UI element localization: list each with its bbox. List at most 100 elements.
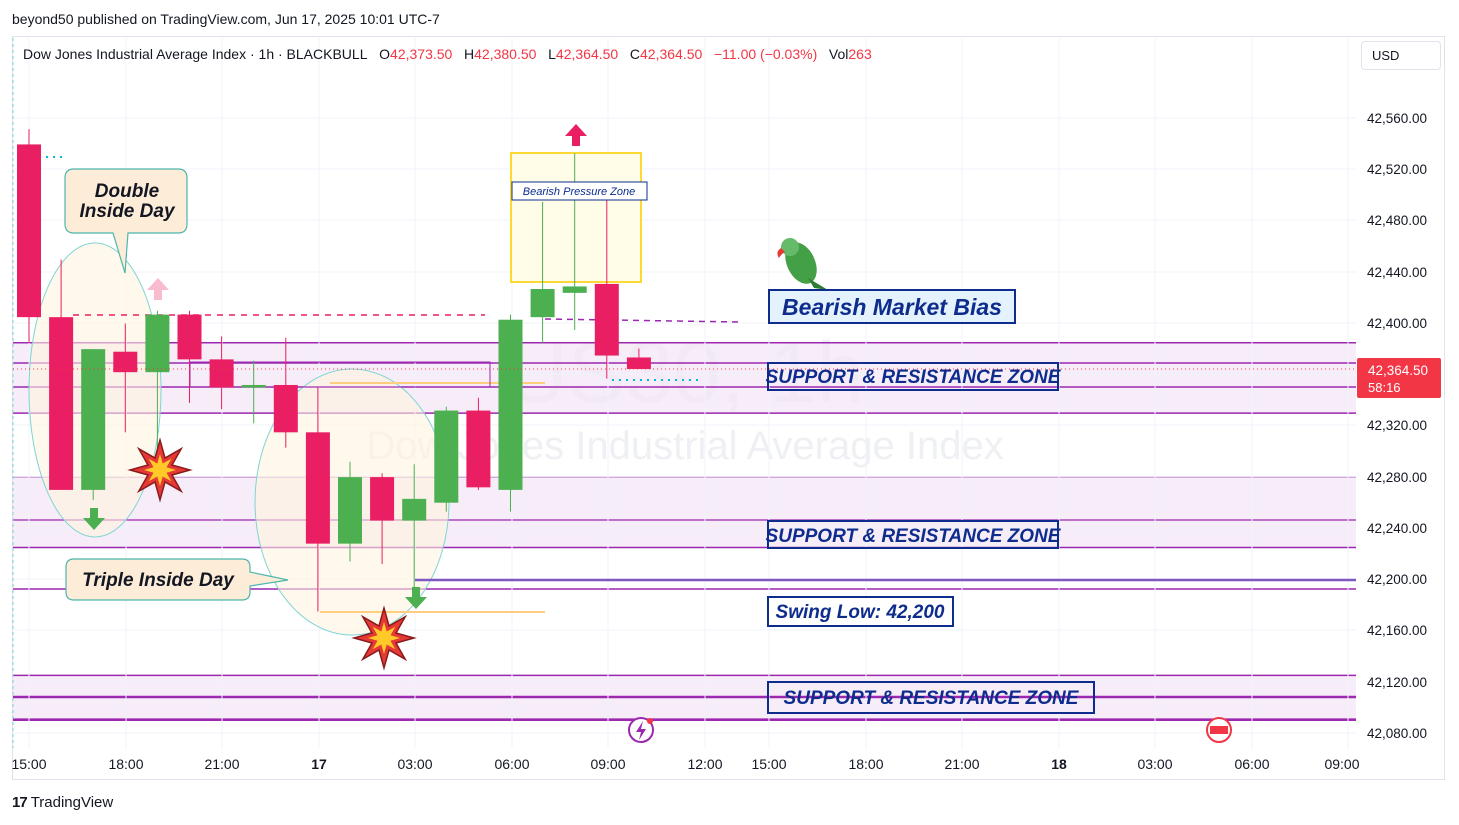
time-axis-label: 21:00 <box>204 756 239 772</box>
candle-06:00-body <box>498 319 523 490</box>
explosion-icon-core <box>368 622 400 654</box>
bearish-pressure-zone-label-box <box>511 181 648 201</box>
price-tick-label: 42,560.00 <box>1367 111 1427 126</box>
legend-close: 42,364.50 <box>640 46 703 62</box>
time-axis-label: 17 <box>311 756 327 772</box>
time-axis-label: 09:00 <box>590 756 625 772</box>
candle-00:00-body <box>305 432 330 544</box>
sr-zone-1-fill <box>13 342 1356 414</box>
last-price-label: 42,364.50 <box>1368 363 1428 378</box>
legend-high: 42,380.50 <box>474 46 537 62</box>
bearish-market-bias-box <box>768 289 1016 324</box>
legend-symbol: Dow Jones Industrial Average Index · 1h … <box>23 46 368 62</box>
legend-open: 42,373.50 <box>390 46 453 62</box>
price-tick-label: 42,280.00 <box>1367 470 1427 485</box>
price-tick-label: 42,440.00 <box>1367 265 1427 280</box>
parrot-head <box>781 238 799 256</box>
legend-low: 42,364.50 <box>555 46 619 62</box>
legend-high-label: H <box>464 46 475 62</box>
candle-09:00-body <box>594 283 619 356</box>
candle-02:00-body <box>370 477 395 521</box>
price-tick-label: 42,240.00 <box>1367 521 1427 536</box>
sr-zone-3-label-box <box>767 681 1095 714</box>
time-axis-label: 12:00 <box>687 756 722 772</box>
down-arrow-icon <box>405 587 427 609</box>
candle-07:00-body <box>530 289 555 318</box>
candle-10:00-body <box>626 357 651 369</box>
tradingview-footer[interactable]: 17 TradingView <box>12 794 113 811</box>
candle-15:00-body <box>17 144 41 318</box>
triple-inside-day-label: Triple Inside Day <box>82 570 235 591</box>
time-axis-label: 21:00 <box>944 756 979 772</box>
candle-18:00-body <box>113 351 138 373</box>
last-price-badge <box>1357 358 1441 398</box>
time-axis-label: 03:00 <box>397 756 432 772</box>
double-inside-day-line2: Inside Day <box>79 201 175 222</box>
price-tick-label: 42,520.00 <box>1367 162 1427 177</box>
time-axis-label: 06:00 <box>1234 756 1269 772</box>
legend-open-label: O <box>379 46 391 62</box>
swing-low-label: Swing Low: 42,200 <box>776 602 945 623</box>
candle-05:00-body <box>466 410 491 488</box>
price-tick-label: 42,120.00 <box>1367 675 1427 690</box>
time-axis-label: 06:00 <box>494 756 529 772</box>
tradingview-brand: TradingView <box>30 794 114 811</box>
publisher-line: beyond50 published on TradingView.com, J… <box>12 11 440 27</box>
time-axis-label: 09:00 <box>1324 756 1359 772</box>
down-arrow-icon <box>83 508 105 530</box>
legend-volume-label: Vol <box>828 46 849 62</box>
up-arrow-icon <box>147 278 169 300</box>
candle-21:00-body <box>209 359 234 388</box>
us-flag-stripes-icon <box>1210 726 1228 734</box>
parrot-beak <box>777 248 785 258</box>
legend-volume: 263 <box>848 46 872 62</box>
time-axis-label: 15:00 <box>751 756 786 772</box>
bearish-pressure-zone-box <box>510 152 642 283</box>
parrot-tail <box>808 278 828 290</box>
candle-01:00-body <box>338 477 362 544</box>
sr-zone-1-label-box <box>767 362 1059 391</box>
bearish-pressure-zone-label: Bearish Pressure Zone <box>523 186 636 198</box>
chart-frame[interactable] <box>12 36 1445 780</box>
swing-low-label-box <box>767 596 954 627</box>
price-tick-label: 42,160.00 <box>1367 623 1427 638</box>
watermark-name: Dow Jones Industrial Average Index <box>366 424 1003 468</box>
candle-16:00-body <box>49 317 74 490</box>
time-axis-label: 18 <box>1051 756 1067 772</box>
sr-zone-3-label: SUPPORT & RESISTANCE ZONE <box>784 688 1080 709</box>
time-axis-label: 15:00 <box>11 756 46 772</box>
time-axis-label: 18:00 <box>108 756 143 772</box>
tradingview-logo-icon: 17 <box>12 794 28 811</box>
candle-23:00-body <box>273 384 298 433</box>
up-arrow-icon <box>565 124 587 146</box>
event-dot-icon <box>647 718 653 724</box>
candle-17:00-body <box>81 349 106 490</box>
price-tick-label: 42,200.00 <box>1367 572 1427 587</box>
legend-change: −11.00 (−0.03%) <box>713 46 818 62</box>
candle-20:00-body <box>177 314 202 360</box>
countdown-label: 58:16 <box>1368 380 1401 395</box>
price-tick-label: 42,320.00 <box>1367 418 1427 433</box>
price-tick-label: 42,400.00 <box>1367 316 1427 331</box>
price-tick-label: 42,480.00 <box>1367 213 1427 228</box>
bearish-market-bias-label: Bearish Market Bias <box>782 294 1002 320</box>
candle-22:00-body <box>241 384 266 388</box>
candle-08:00-body <box>562 286 587 293</box>
candle-04:00-body <box>434 410 459 503</box>
legend-close-label: C <box>629 46 640 62</box>
time-axis-label: 18:00 <box>848 756 883 772</box>
sr-zone-1-label: SUPPORT & RESISTANCE ZONE <box>766 367 1062 388</box>
lightning-bolt-icon <box>636 721 646 740</box>
ohlc-legend: Dow Jones Industrial Average Index · 1h … <box>23 46 872 62</box>
price-tick-label: 42,080.00 <box>1367 726 1427 741</box>
double-inside-day-line1: Double <box>95 181 160 202</box>
legend-low-label: L <box>548 46 556 62</box>
explosion-icon-core <box>144 454 176 486</box>
time-axis-label: 03:00 <box>1137 756 1172 772</box>
sr-zone-2-label-box <box>767 520 1059 549</box>
currency-selector[interactable]: USD <box>1361 41 1441 70</box>
sr-zone-2-label: SUPPORT & RESISTANCE ZONE <box>766 526 1062 547</box>
sr-zone-2-fill <box>13 477 1356 548</box>
double-inside-day-callout <box>64 168 188 274</box>
